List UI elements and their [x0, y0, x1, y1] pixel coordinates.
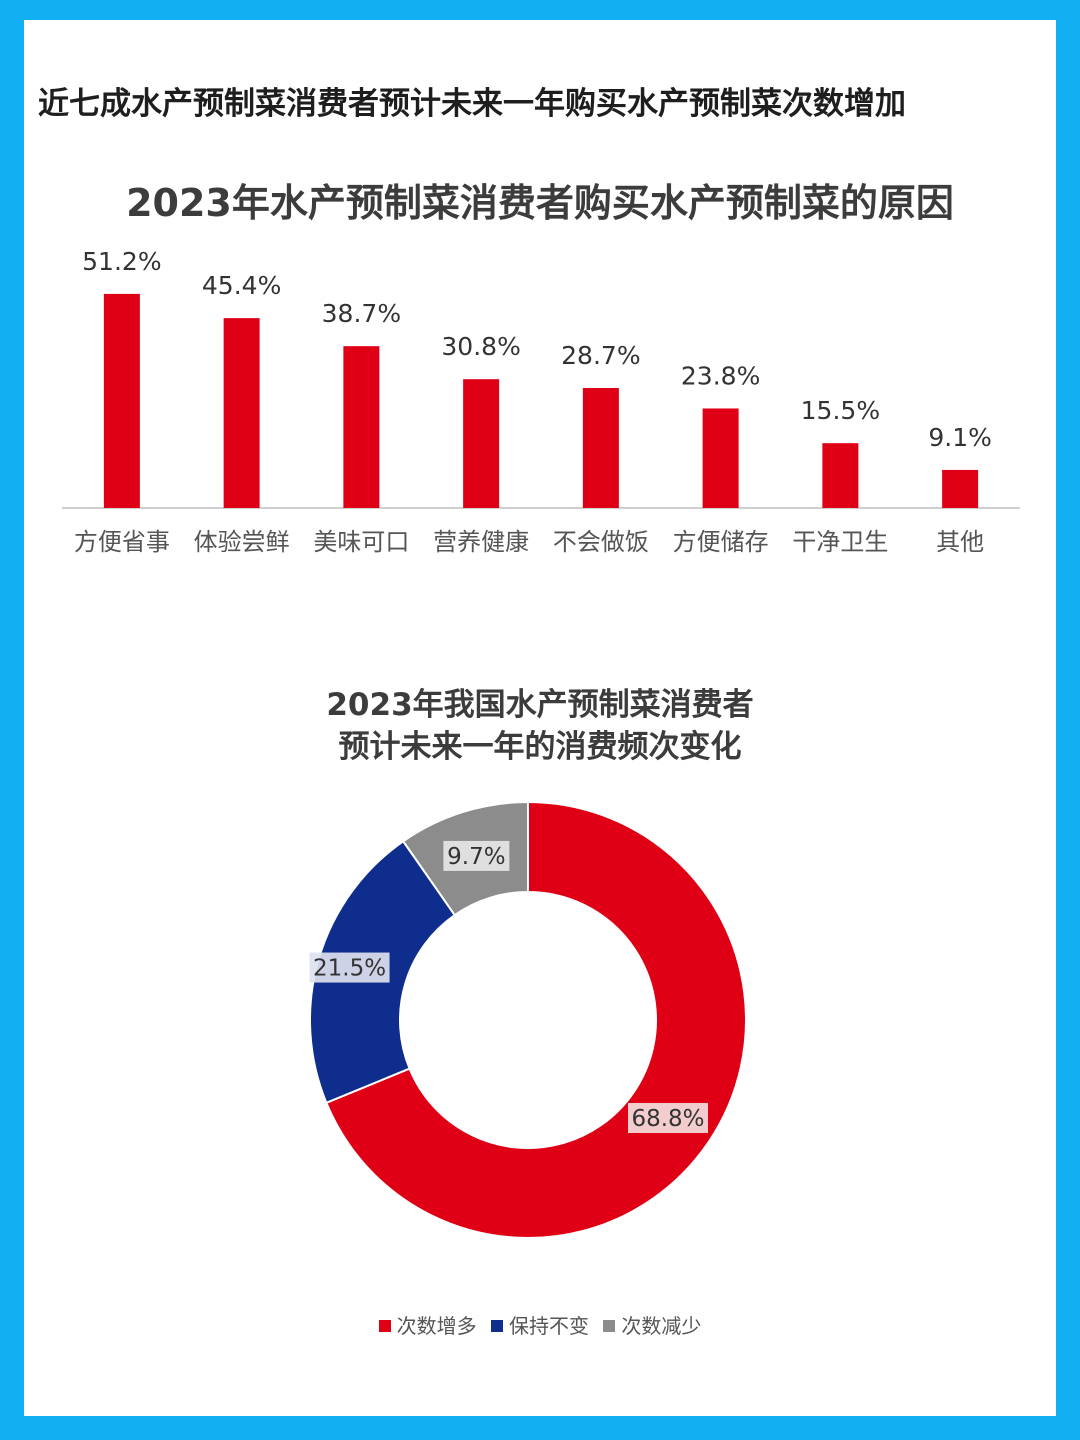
legend-item-decrease: 次数减少	[603, 1310, 701, 1339]
bar-5	[582, 387, 619, 508]
donut-value-label-decrease: 9.7%	[447, 844, 505, 870]
donut-title-line-1: 2023年我国水产预制菜消费者	[326, 687, 754, 723]
bar-value-label-3: 38.7%	[322, 299, 401, 328]
donut-label-box-unchanged	[309, 952, 390, 983]
bar-3	[343, 346, 380, 508]
legend-item-increase: 次数增多	[378, 1310, 477, 1339]
donut-label-box-decrease	[443, 840, 510, 871]
legend-label-increase: 次数增多	[396, 1314, 477, 1338]
page-headline: 近七成水产预制菜消费者预计未来一年购买水产预制菜次数增加	[38, 86, 906, 122]
donut-chart-title: 2023年我国水产预制菜消费者 预计未来一年的消费频次变化	[24, 684, 1056, 768]
bar-8	[942, 469, 979, 508]
legend-swatch-decrease	[603, 1320, 616, 1332]
bar-value-label-5: 28.7%	[561, 341, 640, 370]
bar-1	[103, 293, 140, 508]
bar-category-label-2: 体验尝鲜	[194, 528, 290, 556]
bar-category-label-7: 干净卫生	[792, 528, 888, 556]
bar-category-label-1: 方便省事	[74, 528, 170, 556]
bar-category-label-4: 营养健康	[433, 528, 529, 556]
donut-label-box-increase	[628, 1103, 708, 1133]
bar-category-label-6: 方便储存	[673, 528, 769, 556]
bar-value-label-1: 51.2%	[82, 247, 161, 276]
bar-value-label-8: 9.1%	[928, 423, 992, 452]
content-card: 近七成水产预制菜消费者预计未来一年购买水产预制菜次数增加 2023年水产预制菜消…	[24, 20, 1056, 1416]
donut-value-label-increase: 68.8%	[631, 1106, 704, 1132]
donut-value-label-unchanged: 21.5%	[313, 956, 386, 982]
legend-label-unchanged: 保持不变	[509, 1314, 589, 1338]
donut-chart: 68.8% 21.5% 9.7%	[309, 800, 748, 1239]
bar-value-label-2: 45.4%	[202, 271, 281, 300]
bar-category-label-3: 美味可口	[313, 528, 409, 556]
bar-chart: 51.2% 方便省事 45.4% 体验尝鲜 38.7% 美味可口 30.8% 营养健康 28.7…	[62, 247, 1020, 556]
bar-2	[223, 318, 260, 508]
legend-swatch-increase	[378, 1320, 391, 1332]
donut-legend: 次数增多 保持不变 次数减少	[24, 1310, 1056, 1339]
bar-value-label-6: 23.8%	[681, 361, 760, 390]
legend-swatch-unchanged	[491, 1320, 503, 1332]
donut-title-line-2: 预计未来一年的消费频次变化	[338, 729, 742, 765]
legend-item-unchanged: 保持不变	[491, 1310, 589, 1339]
bar-value-label-7: 15.5%	[801, 396, 880, 425]
bar-7	[822, 443, 859, 508]
bar-chart-title: 2023年水产预制菜消费者购买水产预制菜的原因	[126, 181, 954, 225]
bar-category-label-8: 其他	[936, 528, 984, 556]
bar-4	[463, 379, 500, 508]
legend-label-decrease: 次数减少	[621, 1314, 702, 1338]
bar-6	[702, 408, 739, 508]
bar-category-label-5: 不会做饭	[553, 528, 649, 556]
bar-value-label-4: 30.8%	[441, 332, 520, 361]
